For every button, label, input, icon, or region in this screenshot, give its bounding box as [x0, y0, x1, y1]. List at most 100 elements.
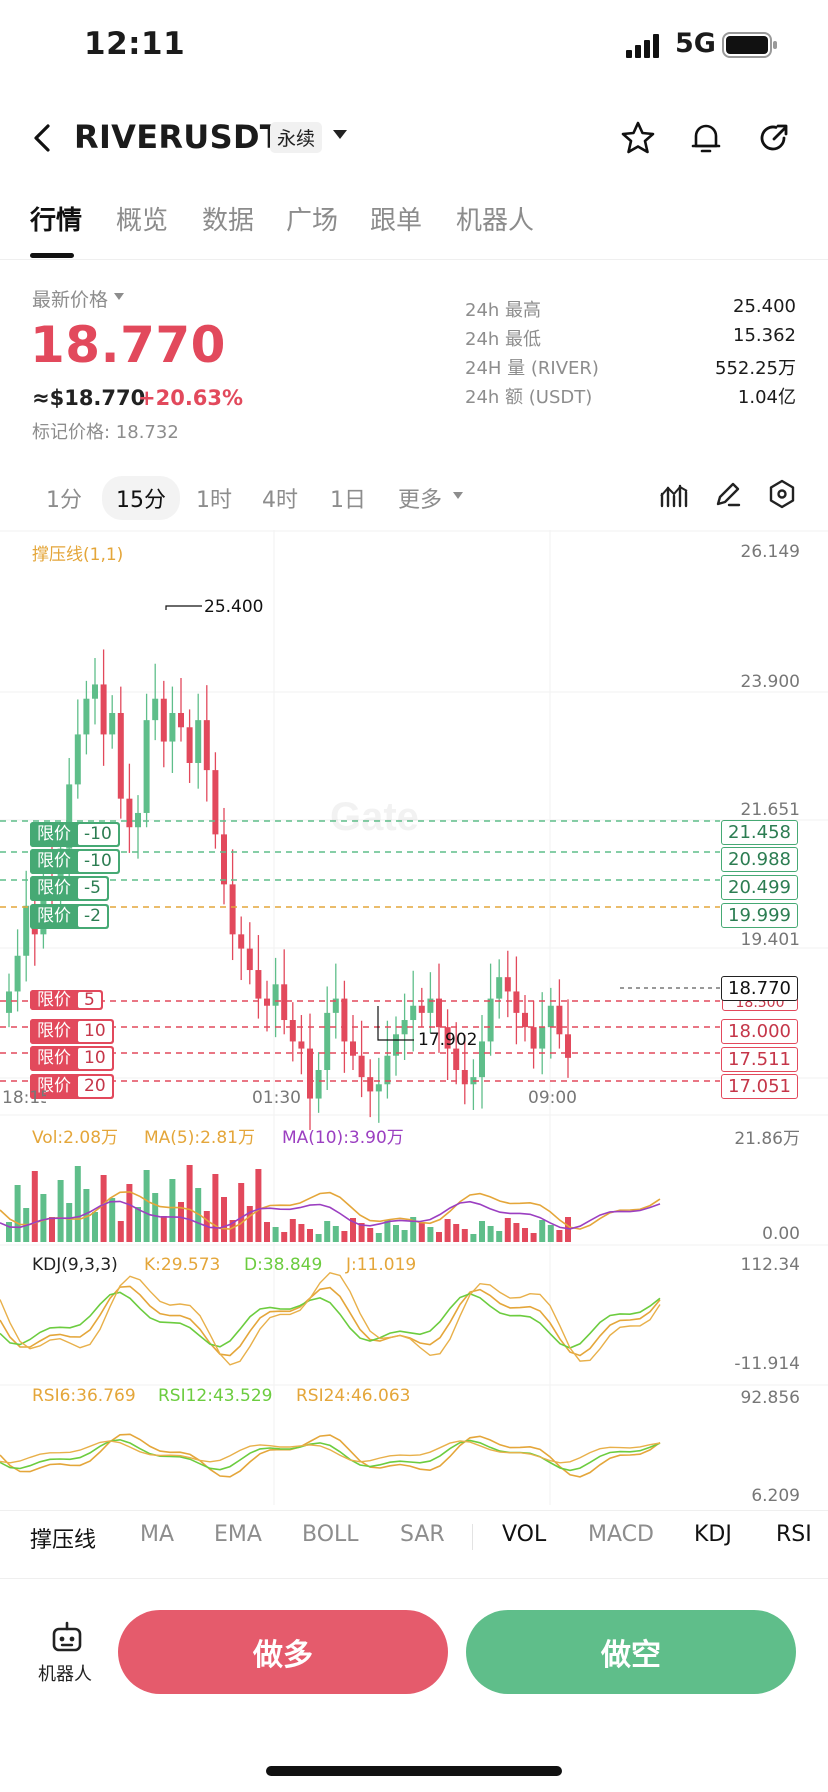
interval-15m[interactable]: 15分 — [102, 476, 180, 520]
rsi-axis-max: 92.856 — [740, 1388, 800, 1408]
sell-order-tag[interactable]: 限价 10 — [30, 1046, 114, 1071]
stat-high-value: 25.400 — [733, 296, 796, 317]
contract-dropdown-caret-icon[interactable] — [333, 130, 347, 139]
sell-order-tag[interactable]: 限价 5 — [30, 990, 103, 1010]
volume-bar — [238, 1183, 245, 1242]
volume-bar — [152, 1193, 159, 1242]
buy-order-price[interactable]: 19.999 — [721, 903, 798, 928]
indicator-tab-vol[interactable]: VOL — [502, 1522, 547, 1547]
candle-body — [92, 684, 98, 699]
mark-price: 标记价格: 18.732 — [32, 422, 179, 443]
go-long-button[interactable]: 做多 — [118, 1610, 448, 1694]
sell-order-tag[interactable]: 限价 20 — [30, 1074, 114, 1099]
candle-body — [212, 770, 219, 835]
robot-icon[interactable] — [50, 1620, 84, 1654]
y-axis-label-4: 19.401 — [740, 930, 800, 950]
indicator-tab-boll[interactable]: BOLL — [302, 1522, 359, 1547]
symbol-title[interactable]: RIVERUSDT — [74, 118, 282, 156]
volume-bar — [487, 1226, 494, 1242]
interval-1h[interactable]: 1时 — [196, 488, 232, 513]
buy-order-tag[interactable]: 限价 -2 — [30, 904, 109, 929]
star-favorite-icon[interactable] — [618, 118, 658, 158]
order-type: 限价 — [30, 1019, 78, 1044]
candle-body — [203, 720, 210, 771]
sell-order-price[interactable]: 18.000 — [721, 1019, 798, 1044]
indicator-tab-sar[interactable]: SAR — [400, 1522, 445, 1547]
candle-body — [264, 998, 270, 1006]
go-short-button[interactable]: 做空 — [466, 1610, 796, 1694]
volume-bar — [565, 1217, 571, 1242]
tab-overview[interactable]: 概览 — [116, 206, 169, 236]
indicator-tab-ma[interactable]: MA — [140, 1522, 175, 1547]
volume-bar — [496, 1231, 503, 1242]
tab-square[interactable]: 广场 — [286, 206, 339, 236]
candle-body — [496, 977, 503, 999]
buy-order-tag[interactable]: 限价 -5 — [30, 876, 109, 901]
volume-bar — [31, 1171, 38, 1242]
price-type-caret-icon[interactable] — [114, 293, 124, 300]
candle-body — [109, 712, 116, 735]
tab-data[interactable]: 数据 — [202, 206, 255, 236]
indicator-tab-ema[interactable]: EMA — [214, 1522, 262, 1547]
candles — [6, 649, 571, 1130]
order-type: 限价 — [30, 990, 78, 1010]
indicator-settings-icon[interactable] — [658, 478, 690, 510]
buy-order-price[interactable]: 20.499 — [721, 875, 798, 900]
interval-4h[interactable]: 4时 — [262, 488, 298, 513]
indicator-tab-kdj[interactable]: KDJ — [694, 1522, 732, 1547]
sell-order-tag[interactable]: 限价 10 — [30, 1019, 114, 1044]
sell-order-price[interactable]: 17.511 — [721, 1047, 798, 1072]
buy-order-tag[interactable]: 限价 -10 — [30, 822, 120, 847]
tab-bot[interactable]: 机器人 — [456, 206, 535, 236]
contract-type-badge[interactable]: 永续 — [270, 122, 323, 153]
rsi24-label: RSI24:46.063 — [296, 1386, 411, 1406]
back-arrow-icon[interactable] — [28, 118, 58, 158]
vol-ma5-label: MA(5):2.81万 — [144, 1128, 255, 1148]
buy-order-price[interactable]: 20.988 — [721, 847, 798, 872]
draw-pen-icon[interactable] — [712, 478, 744, 510]
candle-body — [255, 970, 262, 999]
order-type: 限价 — [30, 904, 78, 929]
robot-label[interactable]: 机器人 — [38, 1664, 92, 1685]
sr-indicator-label[interactable]: 撑压线(1,1) — [32, 545, 124, 565]
indicator-tab-sr[interactable]: 撑压线 — [30, 1528, 97, 1553]
volume-bars — [6, 1165, 571, 1242]
candle-body — [453, 1048, 460, 1070]
stat-low-label: 24h 最低 — [465, 329, 542, 350]
interval-more-caret-icon[interactable] — [453, 492, 463, 499]
volume-bar — [522, 1228, 528, 1242]
tab-market[interactable]: 行情 — [30, 206, 83, 236]
indicator-tab-rsi[interactable]: RSI — [776, 1522, 812, 1547]
candle-body — [6, 991, 12, 1013]
volume-bar — [367, 1228, 374, 1242]
share-icon[interactable] — [754, 118, 794, 158]
indicator-tab-macd[interactable]: MACD — [588, 1522, 654, 1547]
volume-bar — [74, 1166, 81, 1242]
indicator-lines — [0, 1191, 661, 1478]
volume-bar — [375, 1233, 382, 1242]
volume-bar — [135, 1207, 141, 1242]
tab-copy-trade[interactable]: 跟单 — [370, 206, 423, 236]
volume-bar — [66, 1203, 73, 1242]
sell-order-price[interactable]: 17.051 — [721, 1074, 798, 1099]
chart-grid — [0, 530, 828, 1505]
buy-order-tag[interactable]: 限价 -10 — [30, 849, 120, 874]
candle-body — [436, 998, 442, 1028]
buy-order-price[interactable]: 21.458 — [721, 820, 798, 845]
interval-1d[interactable]: 1日 — [330, 488, 366, 513]
volume-bar — [221, 1197, 227, 1242]
order-type: 限价 — [30, 822, 78, 847]
volume-bar — [513, 1223, 520, 1242]
kline-chart[interactable]: Gate — [0, 530, 828, 1515]
kdj-j-label: J:11.019 — [346, 1255, 417, 1275]
interval-1m[interactable]: 1分 — [46, 488, 82, 513]
bell-alert-icon[interactable] — [686, 118, 726, 158]
volume-bar — [92, 1212, 98, 1242]
chart-settings-hexagon-icon[interactable] — [766, 478, 798, 510]
kdj-axis-max: 112.34 — [740, 1255, 800, 1275]
interval-more[interactable]: 更多 — [398, 488, 443, 513]
volume-bar — [57, 1180, 64, 1242]
candle-body — [178, 712, 184, 728]
kdj-axis-min: -11.914 — [734, 1354, 800, 1374]
latest-price-label[interactable]: 最新价格 — [32, 289, 109, 311]
